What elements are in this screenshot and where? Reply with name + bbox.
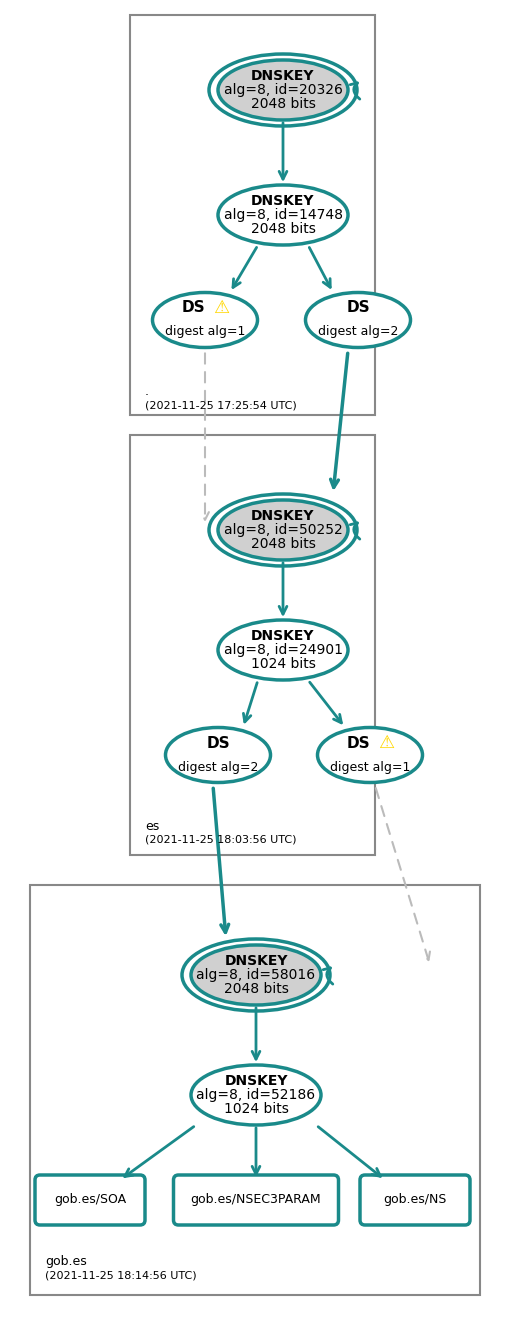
Ellipse shape [218,620,348,680]
Ellipse shape [218,59,348,120]
Text: (2021-11-25 18:03:56 UTC): (2021-11-25 18:03:56 UTC) [145,836,296,845]
Text: 2048 bits: 2048 bits [250,96,315,111]
Text: es: es [145,820,159,833]
Ellipse shape [218,500,348,560]
Text: ⚠: ⚠ [378,734,394,752]
Text: DNSKEY: DNSKEY [251,69,315,83]
Text: 2048 bits: 2048 bits [250,537,315,550]
Text: 1024 bits: 1024 bits [250,657,315,671]
FancyBboxPatch shape [35,1175,145,1225]
Text: digest alg=2: digest alg=2 [178,760,258,774]
Ellipse shape [165,727,270,783]
FancyBboxPatch shape [130,436,375,855]
Ellipse shape [191,945,321,1005]
Text: DNSKEY: DNSKEY [251,510,315,523]
Text: DNSKEY: DNSKEY [251,194,315,209]
Text: DNSKEY: DNSKEY [251,630,315,643]
Ellipse shape [306,293,411,347]
Text: gob.es/SOA: gob.es/SOA [54,1193,126,1206]
Text: alg=8, id=52186: alg=8, id=52186 [197,1088,315,1102]
Text: DS: DS [346,735,370,751]
Text: gob.es/NS: gob.es/NS [383,1193,446,1206]
Text: alg=8, id=20326: alg=8, id=20326 [224,83,343,96]
FancyBboxPatch shape [174,1175,338,1225]
Text: (2021-11-25 17:25:54 UTC): (2021-11-25 17:25:54 UTC) [145,400,297,411]
Ellipse shape [317,727,422,783]
Text: (2021-11-25 18:14:56 UTC): (2021-11-25 18:14:56 UTC) [45,1270,197,1280]
Text: digest alg=2: digest alg=2 [318,326,398,338]
Text: gob.es/NSEC3PARAM: gob.es/NSEC3PARAM [190,1193,322,1206]
Text: alg=8, id=24901: alg=8, id=24901 [224,643,343,657]
Text: DS: DS [206,735,230,751]
FancyBboxPatch shape [30,884,480,1295]
Text: DS: DS [181,301,205,315]
Ellipse shape [153,293,258,347]
Ellipse shape [218,185,348,246]
Text: 2048 bits: 2048 bits [250,222,315,236]
Text: .: . [145,385,149,399]
Text: DS: DS [346,301,370,315]
Text: digest alg=1: digest alg=1 [330,760,410,774]
Text: alg=8, id=14748: alg=8, id=14748 [224,209,343,222]
Text: 2048 bits: 2048 bits [224,982,288,997]
Text: alg=8, id=58016: alg=8, id=58016 [197,968,315,982]
Ellipse shape [191,1065,321,1125]
Text: ⚠: ⚠ [213,300,229,317]
FancyBboxPatch shape [360,1175,470,1225]
Text: alg=8, id=50252: alg=8, id=50252 [224,523,343,537]
Text: digest alg=1: digest alg=1 [165,326,245,338]
Text: gob.es: gob.es [45,1255,87,1269]
Text: DNSKEY: DNSKEY [224,1074,288,1088]
Text: DNSKEY: DNSKEY [224,954,288,968]
FancyBboxPatch shape [130,15,375,414]
Text: 1024 bits: 1024 bits [224,1102,288,1115]
